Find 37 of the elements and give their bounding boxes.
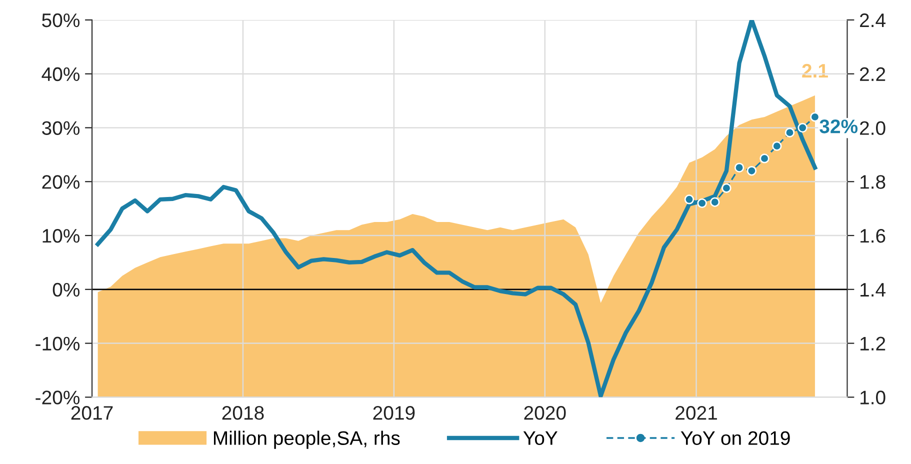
y-tick-label: 30% [42,121,80,135]
point [710,197,720,207]
y-tick-label: -20% [36,390,80,404]
x-tick-label: 2019 [373,406,415,420]
point [798,122,808,133]
legend-label: YoY on 2019 [680,431,790,445]
x-tick-label: 2018 [222,406,264,420]
point [810,112,820,122]
y2-tick-label: 1.2 [860,336,886,350]
y-tick-label: 20% [42,175,80,189]
y2-tick-label: 2.4 [860,13,886,27]
point [746,166,757,176]
y-tick-label: 40% [42,67,80,82]
y-tick-label: -10% [36,336,80,351]
y2-tick-label: 1.4 [860,283,886,296]
point [772,141,782,151]
y2-tick-label: 2.0 [860,121,886,135]
point [734,162,744,172]
point [684,194,694,204]
point [697,198,707,208]
legend-label: Million people,SA, rhs [214,430,400,449]
y2-tick-label: 1.6 [860,228,886,243]
y2-tick-label: 1.0 [860,390,886,404]
point [760,154,770,164]
point [784,128,795,138]
legend-label: YoY [523,431,558,445]
data-label: 32% [820,120,858,134]
y2-tick-label: 1.8 [860,175,886,189]
y-tick-label: 0% [52,282,80,297]
y2-tick-label: 2.2 [860,67,886,81]
x-tick-label: 2020 [524,406,566,420]
x-tick-label: 2017 [71,406,113,420]
y-tick-label: 10% [42,228,80,243]
data-label: 2.1 [802,64,828,78]
y-tick-label: 50% [42,13,80,28]
point [722,183,732,193]
x-tick-label: 2021 [676,406,717,420]
